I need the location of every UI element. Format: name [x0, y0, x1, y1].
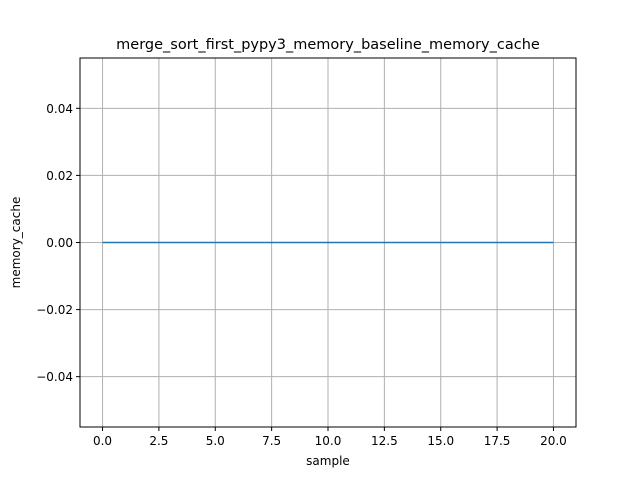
x-tick-label: 7.5	[262, 434, 281, 448]
x-tick-label: 12.5	[371, 434, 398, 448]
y-tick-label: −0.04	[36, 370, 73, 384]
y-tick-label: 0.02	[46, 169, 73, 183]
y-tick-label: −0.02	[36, 303, 73, 317]
y-tick-label: 0.00	[46, 236, 73, 250]
x-tick-label: 5.0	[206, 434, 225, 448]
x-tick-label: 2.5	[149, 434, 168, 448]
x-tick-label: 0.0	[93, 434, 112, 448]
x-tick-label: 17.5	[484, 434, 511, 448]
x-tick-label: 15.0	[427, 434, 454, 448]
x-axis-label: sample	[306, 454, 350, 468]
chart-title: merge_sort_first_pypy3_memory_baseline_m…	[116, 37, 540, 53]
y-axis-label: memory_cache	[9, 197, 23, 289]
x-tick-label: 10.0	[315, 434, 342, 448]
y-tick-label: 0.04	[46, 102, 73, 116]
ticks: 0.0 2.5 5.0 7.5 10.0 12.5 15.0 17.5 20.0 −0.04 −0.…	[36, 102, 567, 448]
x-tick-label: 20.0	[540, 434, 567, 448]
